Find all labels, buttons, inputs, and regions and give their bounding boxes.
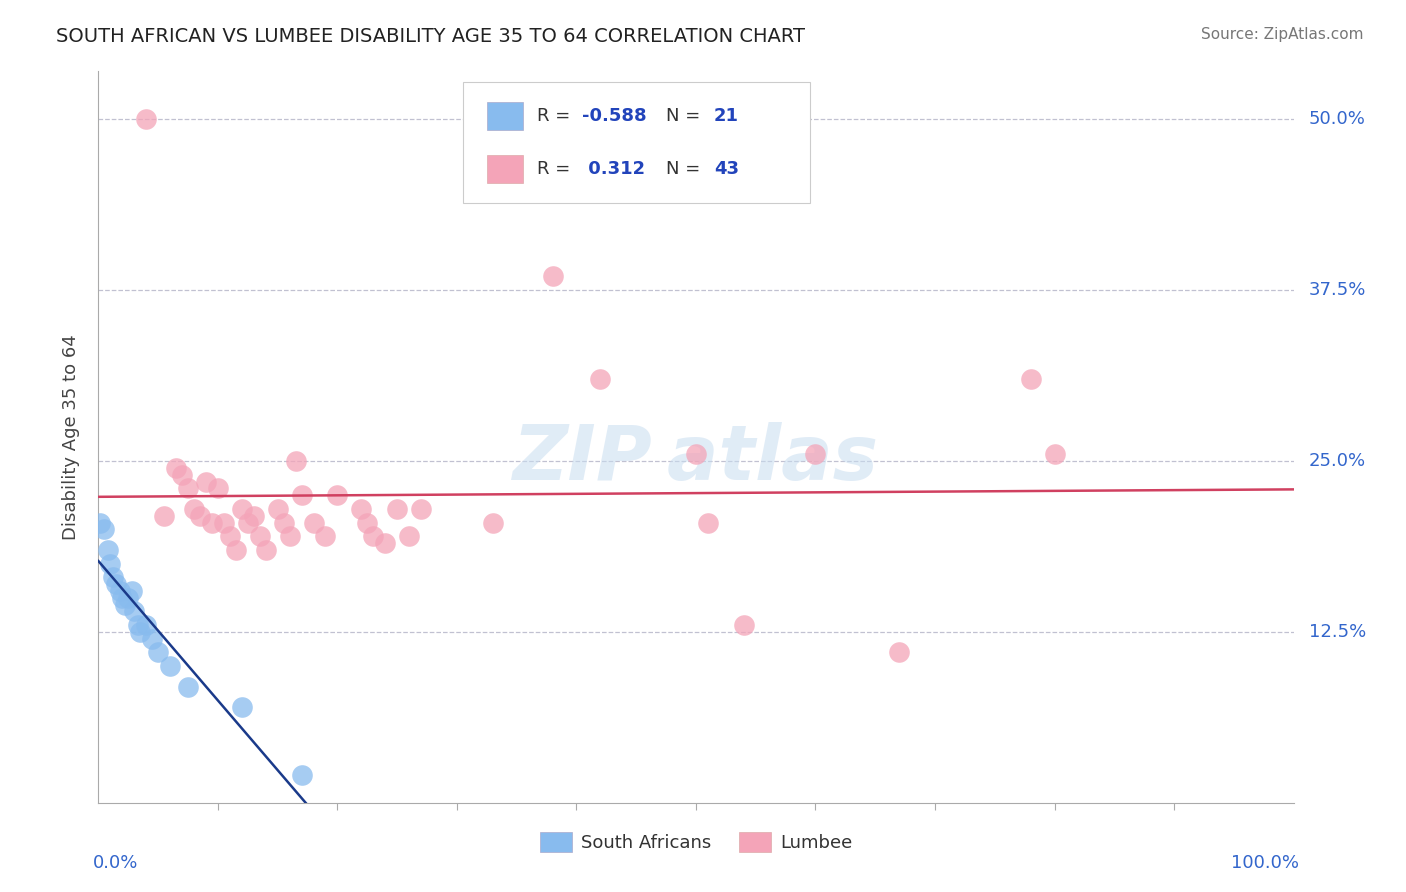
Point <box>177 481 200 495</box>
Point <box>124 604 146 618</box>
Point <box>385 501 409 516</box>
Point <box>481 516 505 530</box>
Point <box>291 488 314 502</box>
Point <box>201 516 224 530</box>
Point <box>165 460 187 475</box>
Point <box>356 516 378 530</box>
Point <box>243 508 266 523</box>
Text: 21: 21 <box>714 107 740 125</box>
Point <box>98 557 122 571</box>
Point <box>231 501 253 516</box>
Point <box>89 516 111 530</box>
Point <box>117 591 139 605</box>
Point <box>207 481 229 495</box>
Point <box>302 516 325 530</box>
Point <box>1043 447 1066 461</box>
Text: 37.5%: 37.5% <box>1309 281 1367 299</box>
Text: Source: ZipAtlas.com: Source: ZipAtlas.com <box>1201 27 1364 42</box>
Text: 0.0%: 0.0% <box>93 854 138 872</box>
Point <box>129 624 152 639</box>
Point <box>411 501 433 516</box>
Point <box>183 501 205 516</box>
Bar <box>486 155 523 184</box>
Point <box>195 475 218 489</box>
Text: 100.0%: 100.0% <box>1232 854 1299 872</box>
Point <box>212 516 235 530</box>
Y-axis label: Disability Age 35 to 64: Disability Age 35 to 64 <box>62 334 80 540</box>
Point <box>249 529 271 543</box>
Point <box>363 529 385 543</box>
Point <box>177 680 200 694</box>
Point <box>105 577 128 591</box>
Point <box>291 768 314 782</box>
Text: SOUTH AFRICAN VS LUMBEE DISABILITY AGE 35 TO 64 CORRELATION CHART: SOUTH AFRICAN VS LUMBEE DISABILITY AGE 3… <box>56 27 806 45</box>
Bar <box>463 82 810 203</box>
Point <box>148 645 170 659</box>
Point <box>111 591 134 605</box>
Point <box>326 488 349 502</box>
Point <box>231 700 253 714</box>
Text: N =: N = <box>666 161 706 178</box>
Point <box>135 618 157 632</box>
Point <box>108 583 131 598</box>
Point <box>374 536 396 550</box>
Bar <box>486 102 523 130</box>
Point <box>159 659 181 673</box>
Point <box>121 583 143 598</box>
Point <box>254 542 277 557</box>
Text: -0.588: -0.588 <box>582 107 647 125</box>
Point <box>889 645 911 659</box>
Point <box>267 501 290 516</box>
Text: 43: 43 <box>714 161 740 178</box>
Text: N =: N = <box>666 107 706 125</box>
Point <box>153 508 176 523</box>
Text: R =: R = <box>537 161 576 178</box>
Point <box>135 112 157 127</box>
Point <box>589 372 612 386</box>
Point <box>114 598 136 612</box>
Point <box>278 529 301 543</box>
Point <box>141 632 163 646</box>
Text: R =: R = <box>537 107 576 125</box>
Text: 50.0%: 50.0% <box>1309 111 1367 128</box>
Point <box>225 542 247 557</box>
Point <box>127 618 149 632</box>
Point <box>1019 372 1042 386</box>
Text: 0.312: 0.312 <box>582 161 645 178</box>
Point <box>273 516 295 530</box>
Point <box>93 522 115 536</box>
Text: ZIP atlas: ZIP atlas <box>513 422 879 496</box>
Point <box>685 447 707 461</box>
Point <box>804 447 827 461</box>
Point <box>284 454 307 468</box>
Point <box>398 529 420 543</box>
Point <box>315 529 337 543</box>
Text: 12.5%: 12.5% <box>1309 623 1367 641</box>
Point <box>97 542 120 557</box>
Point <box>733 618 755 632</box>
Point <box>697 516 720 530</box>
Point <box>541 269 564 284</box>
Point <box>219 529 242 543</box>
Legend: South Africans, Lumbee: South Africans, Lumbee <box>533 824 859 860</box>
Point <box>236 516 259 530</box>
Point <box>101 570 124 584</box>
Text: 25.0%: 25.0% <box>1309 452 1367 470</box>
Point <box>172 467 194 482</box>
Point <box>350 501 373 516</box>
Point <box>188 508 211 523</box>
